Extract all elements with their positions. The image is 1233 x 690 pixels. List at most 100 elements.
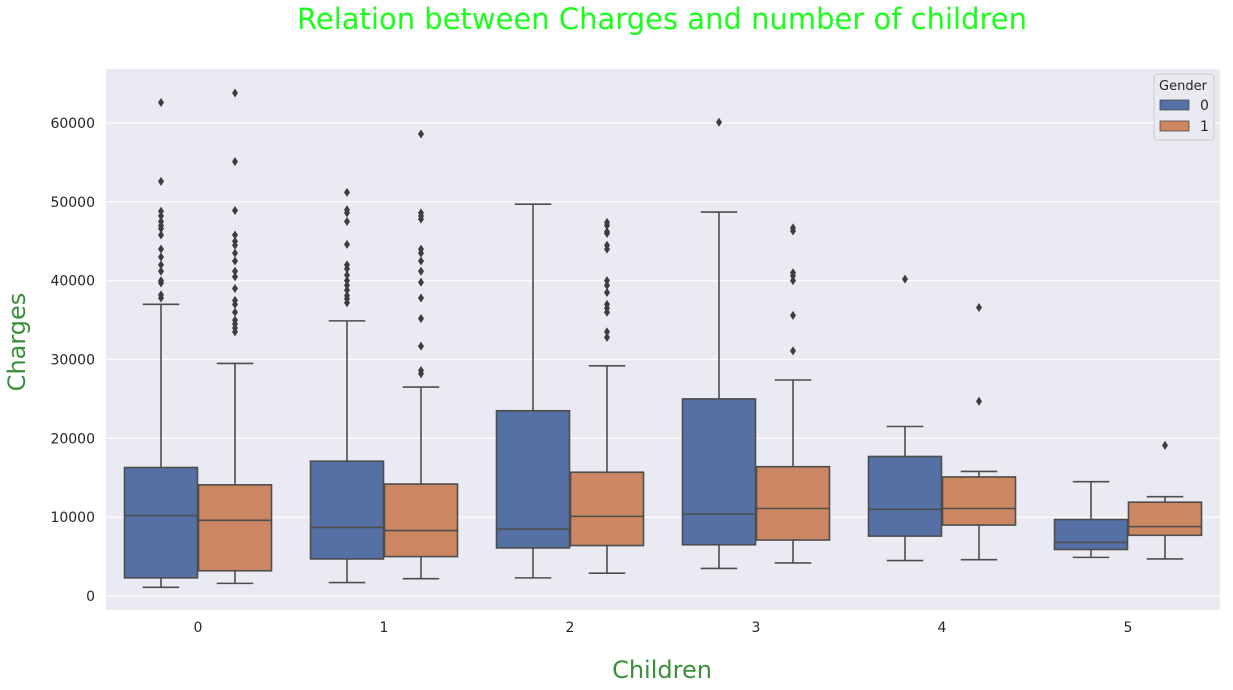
box-children-3-gender-0: [681, 117, 757, 570]
outlier-point: [790, 346, 796, 356]
legend-label-gender-0: 0: [1200, 98, 1209, 114]
legend: Gender 0 1: [1153, 73, 1215, 141]
box-children-1-gender-1: [383, 129, 459, 580]
outlier-point: [158, 244, 164, 254]
outlier-point: [790, 268, 796, 278]
outlier-point: [418, 266, 424, 276]
x-tick-label-1: 1: [380, 620, 389, 636]
outlier-point: [344, 260, 350, 270]
outlier-point: [902, 274, 908, 284]
outlier-point: [232, 266, 238, 276]
x-axis-label: Children: [612, 656, 712, 684]
outlier-point: [604, 240, 610, 250]
box-iqr: [309, 460, 385, 560]
outlier-point: [418, 208, 424, 218]
outlier-point: [344, 217, 350, 227]
outlier-point: [344, 285, 350, 295]
gridlines: [106, 122, 1220, 597]
outlier-point: [418, 293, 424, 303]
y-tick-label-60000: 60000: [50, 116, 95, 132]
box-children-0-gender-0: [123, 98, 199, 589]
outlier-point: [158, 98, 164, 108]
x-tick-label-0: 0: [194, 620, 203, 636]
chart-title: Relation between Charges and number of c…: [297, 2, 1027, 36]
outlier-point: [158, 211, 164, 221]
box-iqr: [569, 471, 645, 547]
outlier-point: [344, 276, 350, 286]
box-series: [123, 88, 1203, 589]
outlier-point: [158, 266, 164, 276]
y-tick-label-20000: 20000: [50, 431, 95, 447]
x-tick-label-2: 2: [566, 620, 575, 636]
outlier-point: [232, 230, 238, 240]
outlier-point: [418, 244, 424, 254]
legend-swatch-gender-0: [1159, 99, 1190, 111]
box-iqr: [867, 455, 943, 537]
box-children-3-gender-1: [755, 223, 831, 564]
outlier-point: [158, 290, 164, 300]
outlier-point: [158, 176, 164, 186]
outlier-point: [604, 276, 610, 286]
outlier-point: [716, 117, 722, 127]
outlier-point: [232, 236, 238, 246]
x-tick-label-3: 3: [752, 620, 761, 636]
outlier-point: [232, 284, 238, 294]
outlier-point: [158, 252, 164, 262]
box-children-5-gender-1: [1127, 440, 1203, 560]
outlier-point: [604, 327, 610, 337]
y-tick-label-30000: 30000: [50, 353, 95, 369]
outlier-point: [418, 314, 424, 324]
outlier-point: [604, 227, 610, 237]
y-tick-label-0: 0: [86, 589, 95, 605]
outlier-point: [158, 276, 164, 286]
outlier-point: [604, 217, 610, 227]
box-iqr: [941, 476, 1017, 526]
outlier-point: [344, 205, 350, 215]
outlier-point: [604, 287, 610, 297]
outlier-point: [790, 223, 796, 233]
outlier-point: [976, 302, 982, 312]
outlier-point: [604, 332, 610, 342]
y-tick-label-40000: 40000: [50, 274, 95, 290]
outlier-point: [158, 230, 164, 240]
outlier-point: [976, 396, 982, 406]
box-iqr: [495, 409, 571, 549]
y-tick-label-10000: 10000: [50, 510, 95, 526]
outlier-point: [418, 277, 424, 287]
x-tick-label-5: 5: [1124, 620, 1133, 636]
outlier-point: [344, 187, 350, 197]
y-axis-label: Charges: [3, 293, 31, 392]
legend-title: Gender: [1159, 79, 1208, 94]
outlier-point: [158, 217, 164, 227]
box-iqr: [755, 465, 831, 541]
box-children-2-gender-1: [569, 217, 645, 574]
box-iqr: [681, 398, 757, 546]
x-axis-ticks: 0 1 2 3 4 5: [194, 620, 1133, 636]
x-tick-label-4: 4: [938, 620, 947, 636]
box-children-5-gender-0: [1053, 480, 1129, 559]
outlier-point: [158, 260, 164, 270]
outlier-point: [344, 239, 350, 249]
outlier-point: [344, 270, 350, 280]
outlier-point: [604, 299, 610, 309]
outlier-point: [232, 307, 238, 317]
outlier-point: [418, 366, 424, 376]
outlier-point: [232, 315, 238, 325]
box-iqr: [1053, 518, 1129, 551]
outlier-point: [232, 206, 238, 216]
legend-swatch-gender-1: [1159, 120, 1190, 132]
outlier-point: [232, 272, 238, 282]
outlier-point: [790, 310, 796, 320]
outlier-point: [232, 88, 238, 98]
box-children-0-gender-1: [197, 88, 273, 585]
outlier-point: [232, 295, 238, 305]
outlier-point: [418, 256, 424, 266]
outlier-point: [158, 206, 164, 216]
box-children-4-gender-0: [867, 274, 943, 562]
outlier-point: [232, 248, 238, 258]
outlier-point: [418, 341, 424, 351]
outlier-point: [418, 129, 424, 139]
y-axis-ticks: 0 10000 20000 30000 40000 50000 60000: [50, 116, 95, 605]
box-iqr: [383, 483, 459, 558]
